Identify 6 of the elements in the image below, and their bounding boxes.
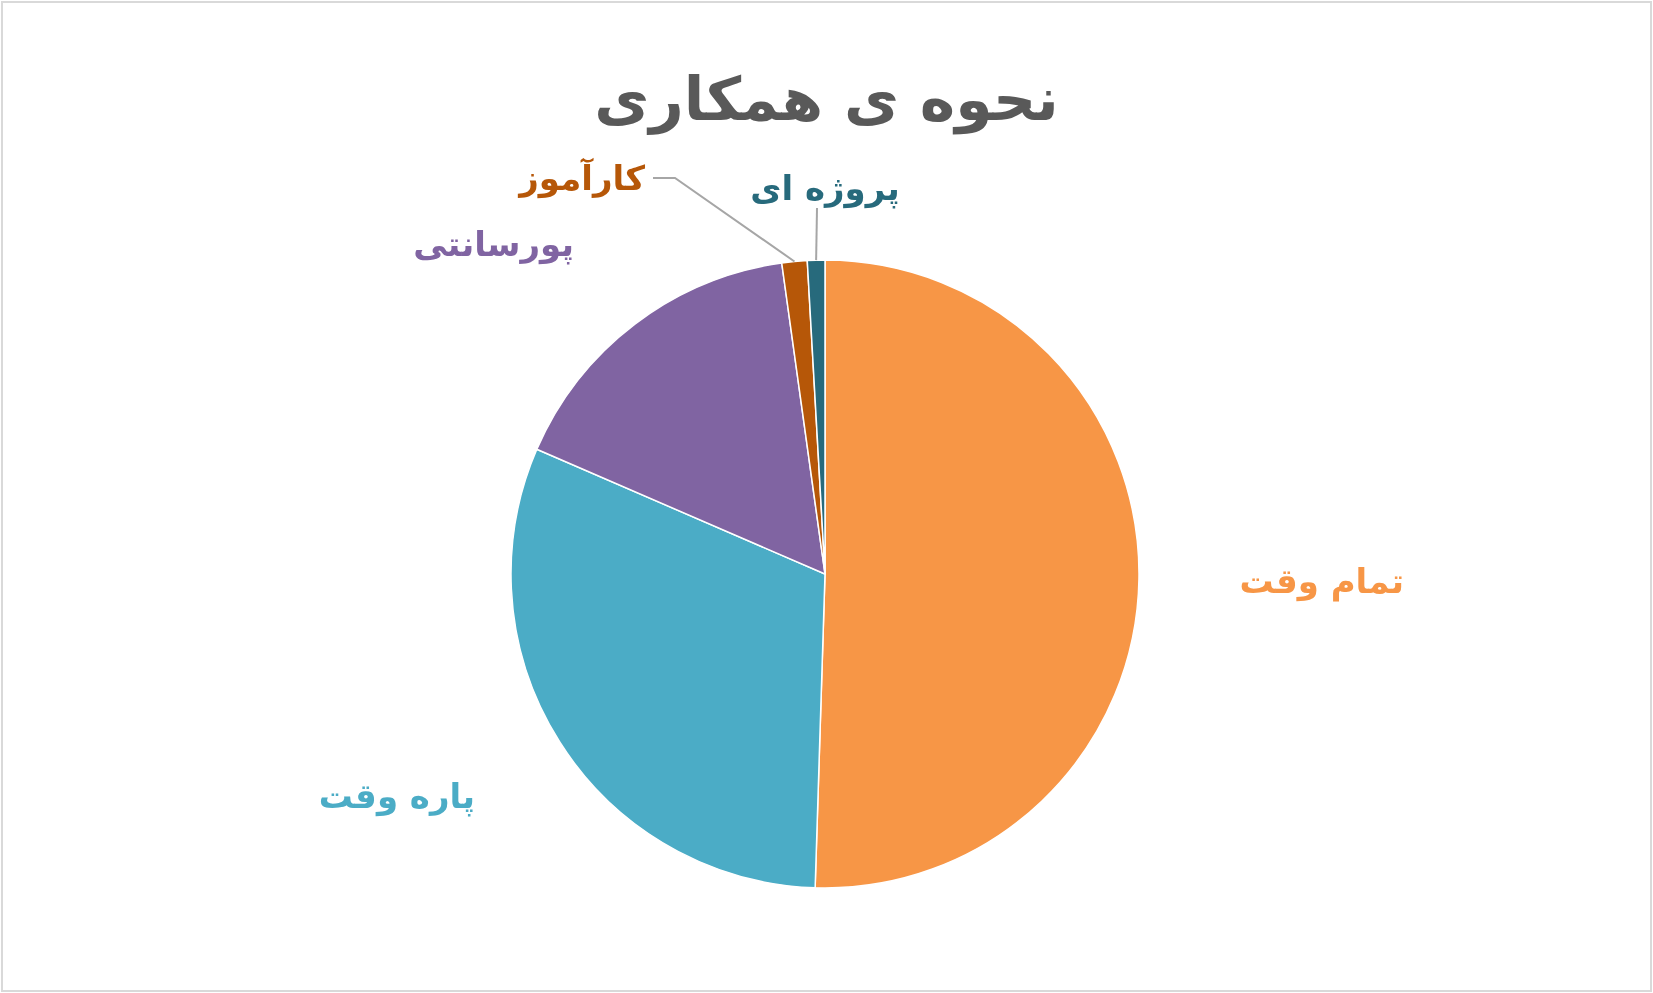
chart-title: نحوه ی همکاری (594, 64, 1059, 135)
slice-label: تمام وقت (1239, 560, 1404, 602)
slice-label: کارآموز (517, 157, 646, 199)
slice-label: پاره وقت (318, 776, 476, 818)
slice-label: پورسانتی (413, 224, 575, 266)
slice-label: پروژه ای (750, 168, 900, 209)
